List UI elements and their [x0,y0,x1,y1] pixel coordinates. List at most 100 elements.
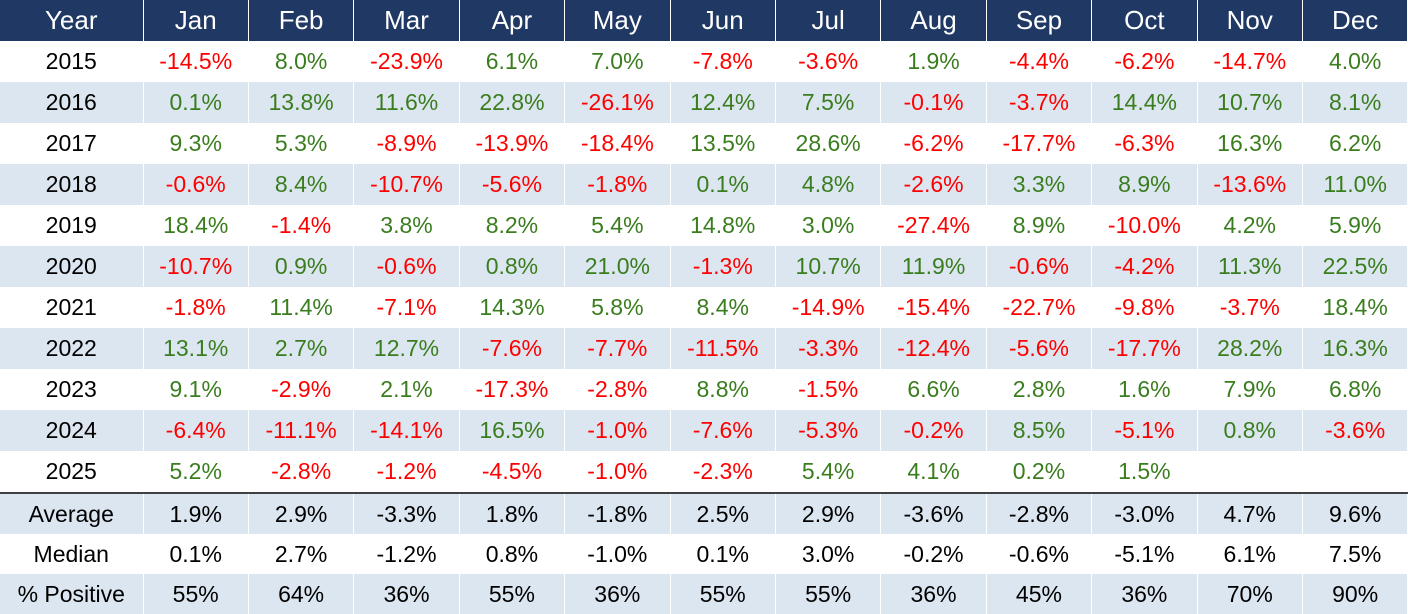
return-cell: -14.7% [1197,41,1303,82]
header-cell: Oct [1091,0,1198,41]
return-cell: -10.0% [1091,205,1198,246]
header-cell: Sep [986,0,1093,41]
summary-cell: 2.7% [248,534,355,574]
year-cell: 2020 [0,246,144,287]
return-cell: 13.1% [143,328,249,369]
data-rows: 2015 -14.5% 8.0% -23.9% 6.1% 7.0% -7.8% -3.6% 1.… [0,41,1408,493]
return-cell: -5.6% [986,328,1093,369]
header-cell: Aug [880,0,987,41]
return-cell: 10.7% [1197,82,1303,123]
summary-cell: -0.2% [880,534,987,574]
return-cell: 14.4% [1091,82,1198,123]
return-cell: -1.4% [248,205,355,246]
return-cell: 5.9% [1302,205,1408,246]
return-cell: -5.1% [1091,410,1198,451]
header-cell: Dec [1302,0,1408,41]
return-cell: -11.1% [248,410,355,451]
return-cell: -1.2% [353,451,460,493]
return-cell: 11.0% [1302,164,1408,205]
return-cell: 8.1% [1302,82,1408,123]
return-cell: -2.3% [670,451,776,493]
return-cell: -2.8% [564,369,671,410]
summary-cell: -1.0% [564,534,671,574]
return-cell: 6.6% [880,369,987,410]
return-cell: 0.1% [670,164,776,205]
return-cell: -0.6% [986,246,1093,287]
return-cell: -6.4% [143,410,249,451]
return-cell: -3.7% [1197,287,1303,328]
return-cell: -3.3% [775,328,882,369]
return-cell: 5.3% [248,123,355,164]
return-cell: 10.7% [775,246,882,287]
return-cell: 8.0% [248,41,355,82]
summary-cell: 2.5% [670,492,776,534]
data-row: 2018 -0.6% 8.4% -10.7% -5.6% -1.8% 0.1% 4.8% -2.… [0,164,1408,205]
return-cell: 6.2% [1302,123,1408,164]
summary-cell: 36% [1091,574,1198,614]
data-row: 2015 -14.5% 8.0% -23.9% 6.1% 7.0% -7.8% -3.6% 1.… [0,41,1408,82]
return-cell: 0.1% [143,82,249,123]
summary-cell: -1.2% [353,534,460,574]
return-cell: 5.4% [775,451,882,493]
return-cell: 18.4% [1302,287,1408,328]
return-cell: 1.5% [1091,451,1198,493]
return-cell: 16.3% [1302,328,1408,369]
header-cell: Nov [1197,0,1303,41]
return-cell: 12.7% [353,328,460,369]
return-cell: 21.0% [564,246,671,287]
summary-cell: 55% [459,574,566,614]
return-cell: -14.1% [353,410,460,451]
return-cell: 0.8% [1197,410,1303,451]
return-cell: -5.6% [459,164,566,205]
return-cell: -1.8% [564,164,671,205]
return-cell: -3.6% [1302,410,1408,451]
return-cell: -13.9% [459,123,566,164]
return-cell: -7.6% [670,410,776,451]
return-cell: -17.7% [1091,328,1198,369]
return-cell: 7.5% [775,82,882,123]
return-cell: 8.4% [670,287,776,328]
return-cell: -6.2% [880,123,987,164]
return-cell: -26.1% [564,82,671,123]
data-row: 2019 18.4% -1.4% 3.8% 8.2% 5.4% 14.8% 3.0% -27.4… [0,205,1408,246]
return-cell: -9.8% [1091,287,1198,328]
header-cell: Feb [248,0,355,41]
return-cell: 7.9% [1197,369,1303,410]
summary-cell: -2.8% [986,492,1093,534]
return-cell: -7.7% [564,328,671,369]
return-cell: -22.7% [986,287,1093,328]
return-cell: 18.4% [143,205,249,246]
return-cell: -4.2% [1091,246,1198,287]
return-cell: 4.0% [1302,41,1408,82]
summary-label: Average [0,492,144,534]
header-cell: May [564,0,671,41]
summary-cell: 2.9% [248,492,355,534]
summary-label: Median [0,534,144,574]
return-cell: 1.9% [880,41,987,82]
year-cell: 2022 [0,328,144,369]
summary-cell: 55% [143,574,249,614]
data-row: 2017 9.3% 5.3% -8.9% -13.9% -18.4% 13.5% 28.6% -… [0,123,1408,164]
return-cell: 11.6% [353,82,460,123]
return-cell: 2.8% [986,369,1093,410]
summary-cell: 3.0% [775,534,882,574]
return-cell: 16.3% [1197,123,1303,164]
summary-cell: -3.0% [1091,492,1198,534]
summary-cell: 1.8% [459,492,566,534]
return-cell: 8.8% [670,369,776,410]
return-cell: -1.0% [564,410,671,451]
return-cell: -14.5% [143,41,249,82]
return-cell: 5.8% [564,287,671,328]
return-cell: -1.3% [670,246,776,287]
return-cell: 0.8% [459,246,566,287]
return-cell: 28.2% [1197,328,1303,369]
return-cell: -2.9% [248,369,355,410]
summary-row: Average 1.9% 2.9% -3.3% 1.8% -1.8% 2.5% 2.9% -3.… [0,492,1408,534]
return-cell: 8.9% [1091,164,1198,205]
summary-cell: -1.8% [564,492,671,534]
summary-cell: -3.6% [880,492,987,534]
summary-cell: 64% [248,574,355,614]
return-cell: 3.8% [353,205,460,246]
year-cell: 2015 [0,41,144,82]
